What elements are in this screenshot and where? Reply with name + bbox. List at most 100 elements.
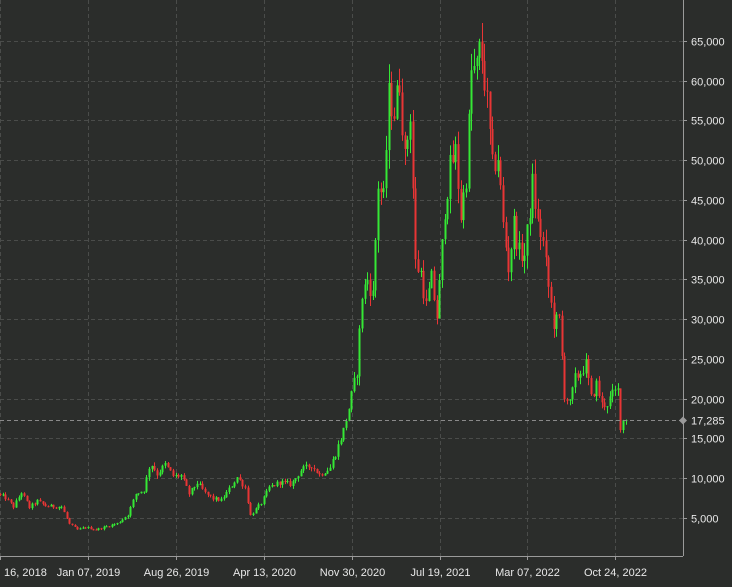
candle-body [318,473,321,475]
candle-body [228,487,231,492]
candle-body [425,298,428,302]
candle-body [590,378,593,395]
candle-body [92,529,95,531]
candle-body [579,374,582,378]
candle-body [340,440,343,445]
candle-body [103,526,106,530]
candle-body [462,192,465,221]
candle-body [241,479,244,487]
y-tick-label: 15,000 [691,434,725,446]
candle-body [417,259,420,272]
candle-body [279,481,282,485]
candle-body [87,527,90,529]
candle-body [231,486,234,488]
candle-body [353,377,356,392]
candle-body [204,488,207,492]
candle-body [601,396,604,403]
candle-body [236,477,239,483]
candle-body [95,529,98,531]
candle-body [26,495,29,502]
candle-body [71,523,74,525]
candle-body [513,215,516,250]
candle-body [76,526,79,530]
candle-body [156,470,159,476]
candle-layer [0,22,628,531]
candle-body [342,427,345,441]
candle-body [209,494,212,496]
candle-body [374,239,377,291]
candle-body [553,302,556,329]
candle-body [494,154,497,172]
candle-body [223,497,226,499]
candle-body [446,198,449,220]
x-tick-label: Aug 26, 2019 [144,567,209,579]
candle-body [396,85,399,119]
candle-body [526,224,529,256]
candle-body [50,504,53,507]
candle-body [555,314,558,329]
candle-body [294,478,297,482]
candle-body [574,373,577,388]
candle-body [569,399,572,401]
candle-body [244,486,247,488]
candle-body [302,466,305,471]
candle-body [460,188,463,221]
candle-body [34,503,37,505]
candle-body [313,468,316,470]
candle-body [185,479,188,486]
candle-body [433,270,436,301]
candle-body [598,380,601,397]
candle-body [215,497,218,500]
candle-body [356,376,359,378]
candle-body [292,481,295,487]
candle-body [220,498,223,501]
candle-body [212,495,215,500]
axis-layer: 5,000 10,000 15,000 20,000 25,000 30,000 35,00… [0,0,725,579]
candle-body [31,503,34,509]
candle-body [491,128,494,155]
candle-body [113,524,116,526]
candle-body [622,420,625,431]
candle-body [382,188,385,193]
candle-body [191,487,194,495]
y-tick-label: 10,000 [691,474,725,486]
candle-body [74,524,77,527]
candle-body [42,501,45,504]
candle-body [300,470,303,477]
candle-body [393,116,396,119]
candle-body [614,389,617,391]
candle-body [430,270,433,289]
y-tick-label: 50,000 [691,156,725,168]
candle-body [60,506,63,508]
candle-body [489,91,492,129]
candle-body [558,314,561,316]
candle-body [380,188,383,193]
candle-body [79,528,82,530]
candle-body [582,373,585,375]
candle-body [364,284,367,299]
candle-body [468,113,471,189]
x-tick-label: Apr 13, 2020 [233,567,296,579]
candle-body [452,154,455,163]
candle-body [260,504,263,506]
candle-body [127,515,130,518]
candle-body [268,486,271,491]
candle-body [550,286,553,303]
x-tick-label: Oct 24, 2022 [584,567,647,579]
candle-body [420,270,423,272]
candle-body [510,249,513,273]
candle-body [63,506,66,513]
candle-body [82,527,85,529]
candle-body [111,524,114,527]
y-tick-label: 45,000 [691,196,725,208]
candle-body [617,388,620,390]
y-tick-label: 35,000 [691,275,725,287]
candle-body [217,497,220,501]
candle-body [151,465,154,469]
candle-body [529,218,532,225]
candle-body [169,467,172,471]
candle-body [124,517,127,520]
x-tick-label: Jan 07, 2019 [57,567,121,579]
